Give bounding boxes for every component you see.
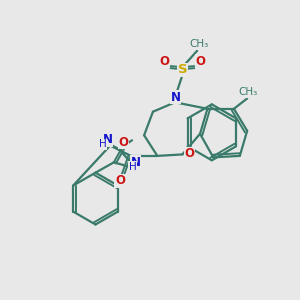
Text: O: O xyxy=(118,136,128,149)
Text: O: O xyxy=(185,147,195,160)
Text: O: O xyxy=(115,174,125,188)
Text: O: O xyxy=(196,55,206,68)
Text: CH₃: CH₃ xyxy=(238,87,257,97)
Text: N: N xyxy=(171,91,181,104)
Text: H: H xyxy=(129,162,136,172)
Text: N: N xyxy=(103,133,113,146)
Text: S: S xyxy=(178,63,187,76)
Text: N: N xyxy=(130,156,141,169)
Text: O: O xyxy=(159,55,169,68)
Text: CH₃: CH₃ xyxy=(189,39,208,49)
Text: H: H xyxy=(99,139,107,149)
